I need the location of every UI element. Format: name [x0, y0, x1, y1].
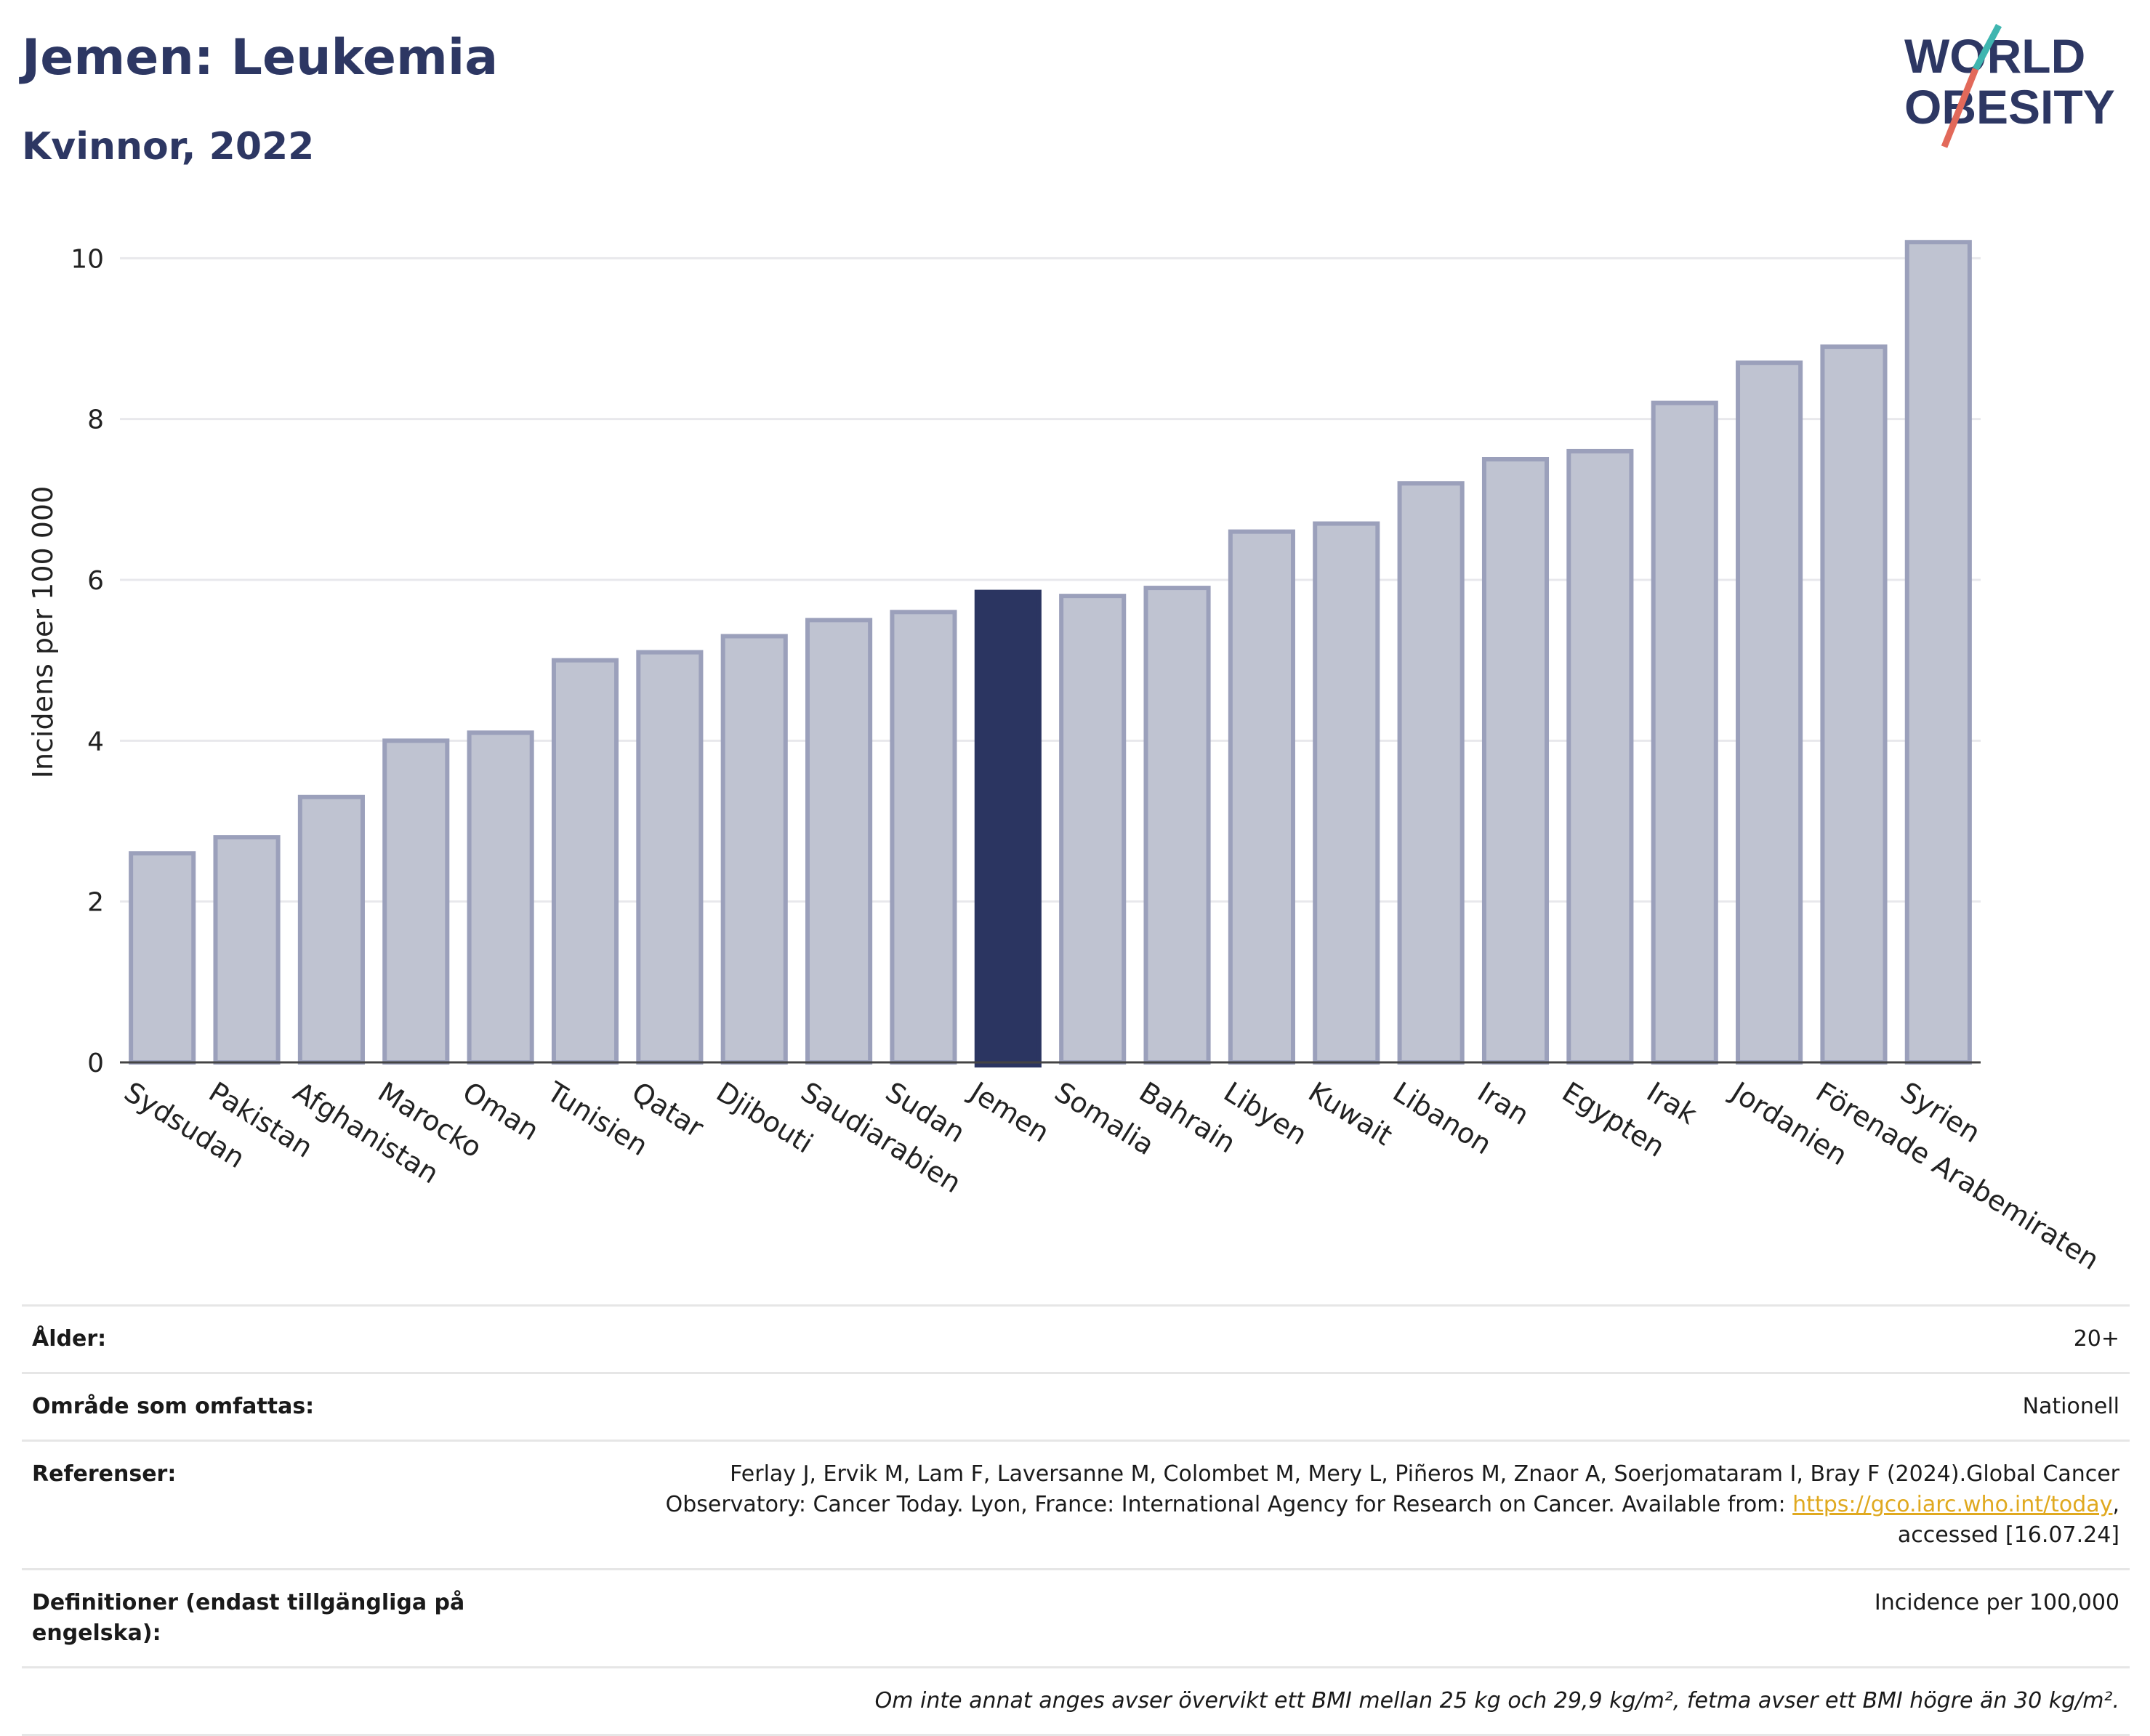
- bar-afghanistan: [297, 794, 365, 1065]
- y-tick-label: 6: [87, 566, 104, 596]
- bar-jordanien: [1736, 360, 1803, 1065]
- definitions-label: Definitioner (endast tillgängliga på eng…: [22, 1568, 507, 1668]
- bar-somalia: [1059, 594, 1127, 1065]
- reference-text-1: Ferlay J, Ervik M, Lam F, Laversanne M, …: [730, 1461, 2119, 1487]
- references-label: Referenser:: [22, 1440, 507, 1570]
- reference-text-2: Observatory: Cancer Today. Lyon, France:…: [665, 1492, 1793, 1517]
- bar-libyen: [1228, 529, 1295, 1065]
- bar-djibouti: [720, 634, 788, 1065]
- y-tick-label: 8: [87, 405, 104, 435]
- bar-tunisien: [551, 658, 619, 1065]
- y-axis-ticks: 0 2 4 6 8 10: [71, 244, 104, 1078]
- world-obesity-logo: WORLD OBESITY: [1904, 23, 2115, 148]
- meta-row-references: Referenser: Ferlay J, Ervik M, Lam F, La…: [22, 1440, 2130, 1570]
- bar-jemen: [974, 589, 1042, 1067]
- metadata-table: Ålder: 20+ Område som omfattas: Nationel…: [22, 1304, 2130, 1736]
- bar-marocko: [382, 738, 450, 1065]
- bar-egypten: [1566, 448, 1634, 1065]
- meta-row-area: Område som omfattas: Nationell: [22, 1372, 2130, 1441]
- logo-slash-top: [1973, 23, 2002, 71]
- age-label: Ålder:: [22, 1304, 507, 1373]
- meta-row-note: Om inte annat anges avser övervikt ett B…: [22, 1666, 2130, 1736]
- bar-iran: [1481, 457, 1550, 1065]
- age-value: 20+: [507, 1304, 2130, 1373]
- bar-oman: [467, 730, 534, 1065]
- reference-link[interactable]: https://gco.iarc.who.int/today: [1792, 1492, 2113, 1517]
- y-tick-label: 2: [87, 888, 104, 918]
- meta-row-definitions: Definitioner (endast tillgängliga på eng…: [22, 1568, 2130, 1668]
- bar-saudiarabien: [805, 618, 873, 1065]
- logo-line2: OBESITY: [1904, 80, 2115, 134]
- bar-sydsudan: [129, 851, 196, 1065]
- bars: [129, 240, 1972, 1067]
- bar-syrien: [1904, 240, 1972, 1065]
- y-tick-label: 0: [87, 1049, 104, 1078]
- x-tick-label: Djibouti: [711, 1075, 818, 1159]
- y-axis-title: Incidens per 100 000: [27, 486, 59, 779]
- meta-row-age: Ålder: 20+: [22, 1304, 2130, 1373]
- area-value: Nationell: [507, 1372, 2130, 1441]
- bar-irak: [1651, 400, 1718, 1065]
- y-tick-label: 4: [87, 727, 104, 756]
- x-tick-label: Jemen: [963, 1075, 1055, 1148]
- bar-sudan: [890, 610, 957, 1065]
- references-value: Ferlay J, Ervik M, Lam F, Laversanne M, …: [507, 1440, 2130, 1570]
- area-label: Område som omfattas:: [22, 1372, 507, 1441]
- definitions-value: Incidence per 100,000: [507, 1568, 2130, 1668]
- page-subtitle: Kvinnor, 2022: [22, 125, 315, 169]
- page-title: Jemen: Leukemia: [22, 29, 499, 86]
- x-tick-label: Irak: [1641, 1075, 1702, 1131]
- bar-bahrain: [1143, 586, 1211, 1065]
- bar-förenade-arabemiraten: [1820, 344, 1888, 1065]
- logo-slash-bottom: [1941, 68, 1979, 148]
- reference-text-3: accessed [16.07.24]: [1897, 1522, 2119, 1548]
- bar-chart: 0 2 4 6 8 10 SydsudanPakistanAfghanistanMaroc…: [27, 240, 2105, 1276]
- x-tick-label: Kuwait: [1303, 1075, 1398, 1152]
- bar-kuwait: [1313, 521, 1380, 1065]
- y-tick-label: 10: [71, 244, 104, 274]
- bar-libanon: [1397, 481, 1465, 1065]
- bar-qatar: [636, 650, 704, 1065]
- x-axis-ticks: SydsudanPakistanAfghanistanMarockoOmanTu…: [118, 1075, 2104, 1276]
- bar-pakistan: [213, 835, 281, 1065]
- bmi-note: Om inte annat anges avser övervikt ett B…: [22, 1666, 2130, 1736]
